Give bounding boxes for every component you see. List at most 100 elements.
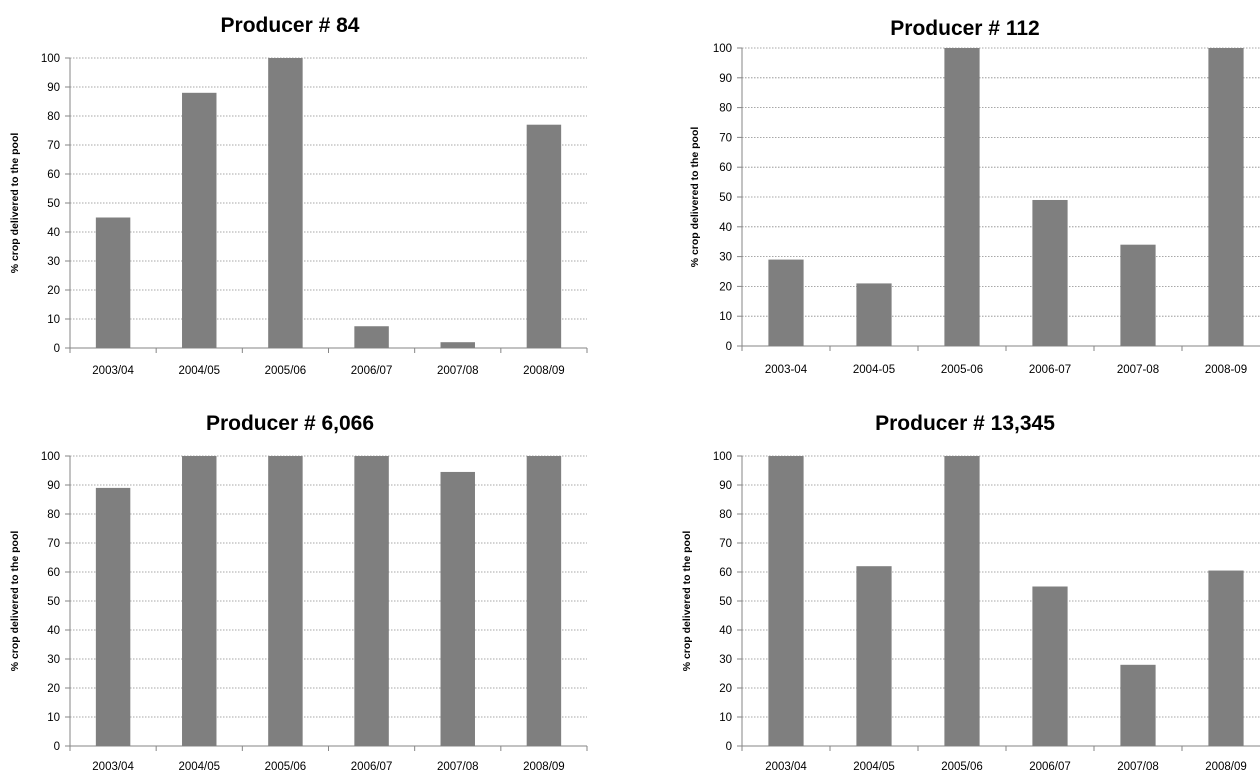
x-tick-label: 2005/06: [265, 365, 307, 377]
x-tick-label: 2003/04: [92, 761, 134, 773]
y-tick-label: 20: [719, 281, 732, 293]
bar-chart-3: Producer # 6,066 % crop delivered to the …: [0, 400, 600, 774]
x-tick-label: 2003/04: [92, 365, 134, 377]
x-tick-label: 2008-09: [1205, 364, 1247, 376]
bar-2005/06: [944, 456, 979, 746]
x-tick-label: 2007/08: [437, 365, 479, 377]
y-tick-label: 40: [47, 625, 60, 637]
y-tick-label: 70: [719, 132, 732, 144]
y-tick-label: 10: [47, 314, 60, 326]
chart-title: Producer # 6,066: [206, 412, 374, 435]
y-axis-label: % crop delivered to the pool: [9, 531, 21, 672]
y-tick-label: 30: [719, 252, 732, 264]
bar-2005/06: [268, 456, 302, 746]
y-tick-label: 20: [47, 285, 60, 297]
x-tick-label: 2006/07: [351, 365, 393, 377]
y-tick-label: 30: [47, 256, 60, 268]
x-tick-label: 2006-07: [1029, 364, 1071, 376]
y-tick-label: 50: [47, 198, 60, 210]
y-tick-label: 0: [54, 343, 60, 355]
y-tick-label: 70: [47, 140, 60, 152]
x-tick-label: 2005-06: [941, 364, 983, 376]
y-tick-label: 50: [719, 596, 732, 608]
x-tick-label: 2004/05: [853, 761, 895, 773]
chart-title: Producer # 112: [890, 17, 1039, 40]
y-tick-label: 20: [719, 683, 732, 695]
chart-title: Producer # 84: [221, 14, 360, 37]
y-tick-label: 60: [47, 567, 60, 579]
bar-2006/07: [354, 326, 388, 348]
bar-2005/06: [268, 58, 302, 348]
x-tick-label: 2003-04: [765, 364, 808, 376]
y-tick-label: 90: [719, 73, 732, 85]
y-tick-label: 90: [47, 480, 60, 492]
x-tick-label: 2006/07: [351, 761, 393, 773]
y-tick-label: 20: [47, 683, 60, 695]
y-tick-label: 10: [719, 712, 732, 724]
y-axis-label: % crop delivered to the pool: [689, 127, 701, 268]
x-tick-label: 2003/04: [765, 761, 807, 773]
bar-2003/04: [96, 488, 130, 746]
y-tick-label: 70: [719, 538, 732, 550]
bar-2004/05: [182, 456, 216, 746]
x-tick-label: 2007/08: [437, 761, 479, 773]
x-tick-label: 2008/09: [523, 761, 565, 773]
y-tick-label: 10: [47, 712, 60, 724]
y-tick-label: 100: [41, 53, 60, 65]
y-tick-label: 90: [719, 480, 732, 492]
y-tick-label: 40: [719, 625, 732, 637]
bar-2008-09: [1208, 48, 1243, 346]
bar-chart-2: Producer # 112 % crop delivered to the po…: [640, 0, 1260, 385]
y-tick-label: 60: [719, 567, 732, 579]
y-tick-label: 30: [719, 654, 732, 666]
bar-2003/04: [96, 218, 130, 349]
x-tick-label: 2008/09: [1205, 761, 1247, 773]
bar-2008/09: [1208, 571, 1243, 746]
y-tick-label: 60: [719, 162, 732, 174]
bar-chart-1: Producer # 84 % crop delivered to the poo…: [0, 0, 600, 385]
bar-2006/07: [1032, 587, 1067, 747]
y-tick-label: 50: [47, 596, 60, 608]
y-tick-label: 80: [47, 509, 60, 521]
bar-2007/08: [1120, 665, 1155, 746]
bar-2007/08: [441, 472, 475, 746]
x-tick-label: 2007-08: [1117, 364, 1159, 376]
x-tick-label: 2005/06: [265, 761, 307, 773]
bar-2003/04: [768, 456, 803, 746]
x-tick-label: 2004-05: [853, 364, 895, 376]
bar-2004-05: [856, 283, 891, 346]
bar-2006/07: [354, 456, 388, 746]
x-tick-label: 2006/07: [1029, 761, 1071, 773]
bar-2008/09: [527, 125, 561, 348]
y-tick-label: 70: [47, 538, 60, 550]
bar-2007-08: [1120, 245, 1155, 346]
x-tick-label: 2007/08: [1117, 761, 1159, 773]
bar-2005-06: [944, 48, 979, 346]
y-tick-label: 90: [47, 82, 60, 94]
bar-2008/09: [527, 456, 561, 746]
y-tick-label: 40: [719, 222, 732, 234]
y-tick-label: 0: [726, 341, 732, 353]
y-tick-label: 100: [713, 43, 732, 55]
y-tick-label: 80: [719, 103, 732, 115]
bar-chart-4: Producer # 13,345 % crop delivered to the…: [640, 400, 1260, 774]
x-tick-label: 2005/06: [941, 761, 983, 773]
y-tick-label: 80: [719, 509, 732, 521]
bar-2003-04: [768, 260, 803, 346]
y-tick-label: 100: [713, 451, 732, 463]
y-tick-label: 50: [719, 192, 732, 204]
y-tick-label: 40: [47, 227, 60, 239]
y-tick-label: 0: [726, 741, 732, 753]
x-tick-label: 2008/09: [523, 365, 565, 377]
y-tick-label: 30: [47, 654, 60, 666]
y-tick-label: 80: [47, 111, 60, 123]
y-axis-label: % crop delivered to the pool: [681, 531, 693, 672]
bar-2006-07: [1032, 200, 1067, 346]
bar-2004/05: [182, 93, 216, 348]
x-tick-label: 2004/05: [178, 761, 220, 773]
bar-2007/08: [441, 342, 475, 348]
y-axis-label: % crop delivered to the pool: [9, 133, 21, 274]
y-tick-label: 0: [54, 741, 60, 753]
y-tick-label: 100: [41, 451, 60, 463]
